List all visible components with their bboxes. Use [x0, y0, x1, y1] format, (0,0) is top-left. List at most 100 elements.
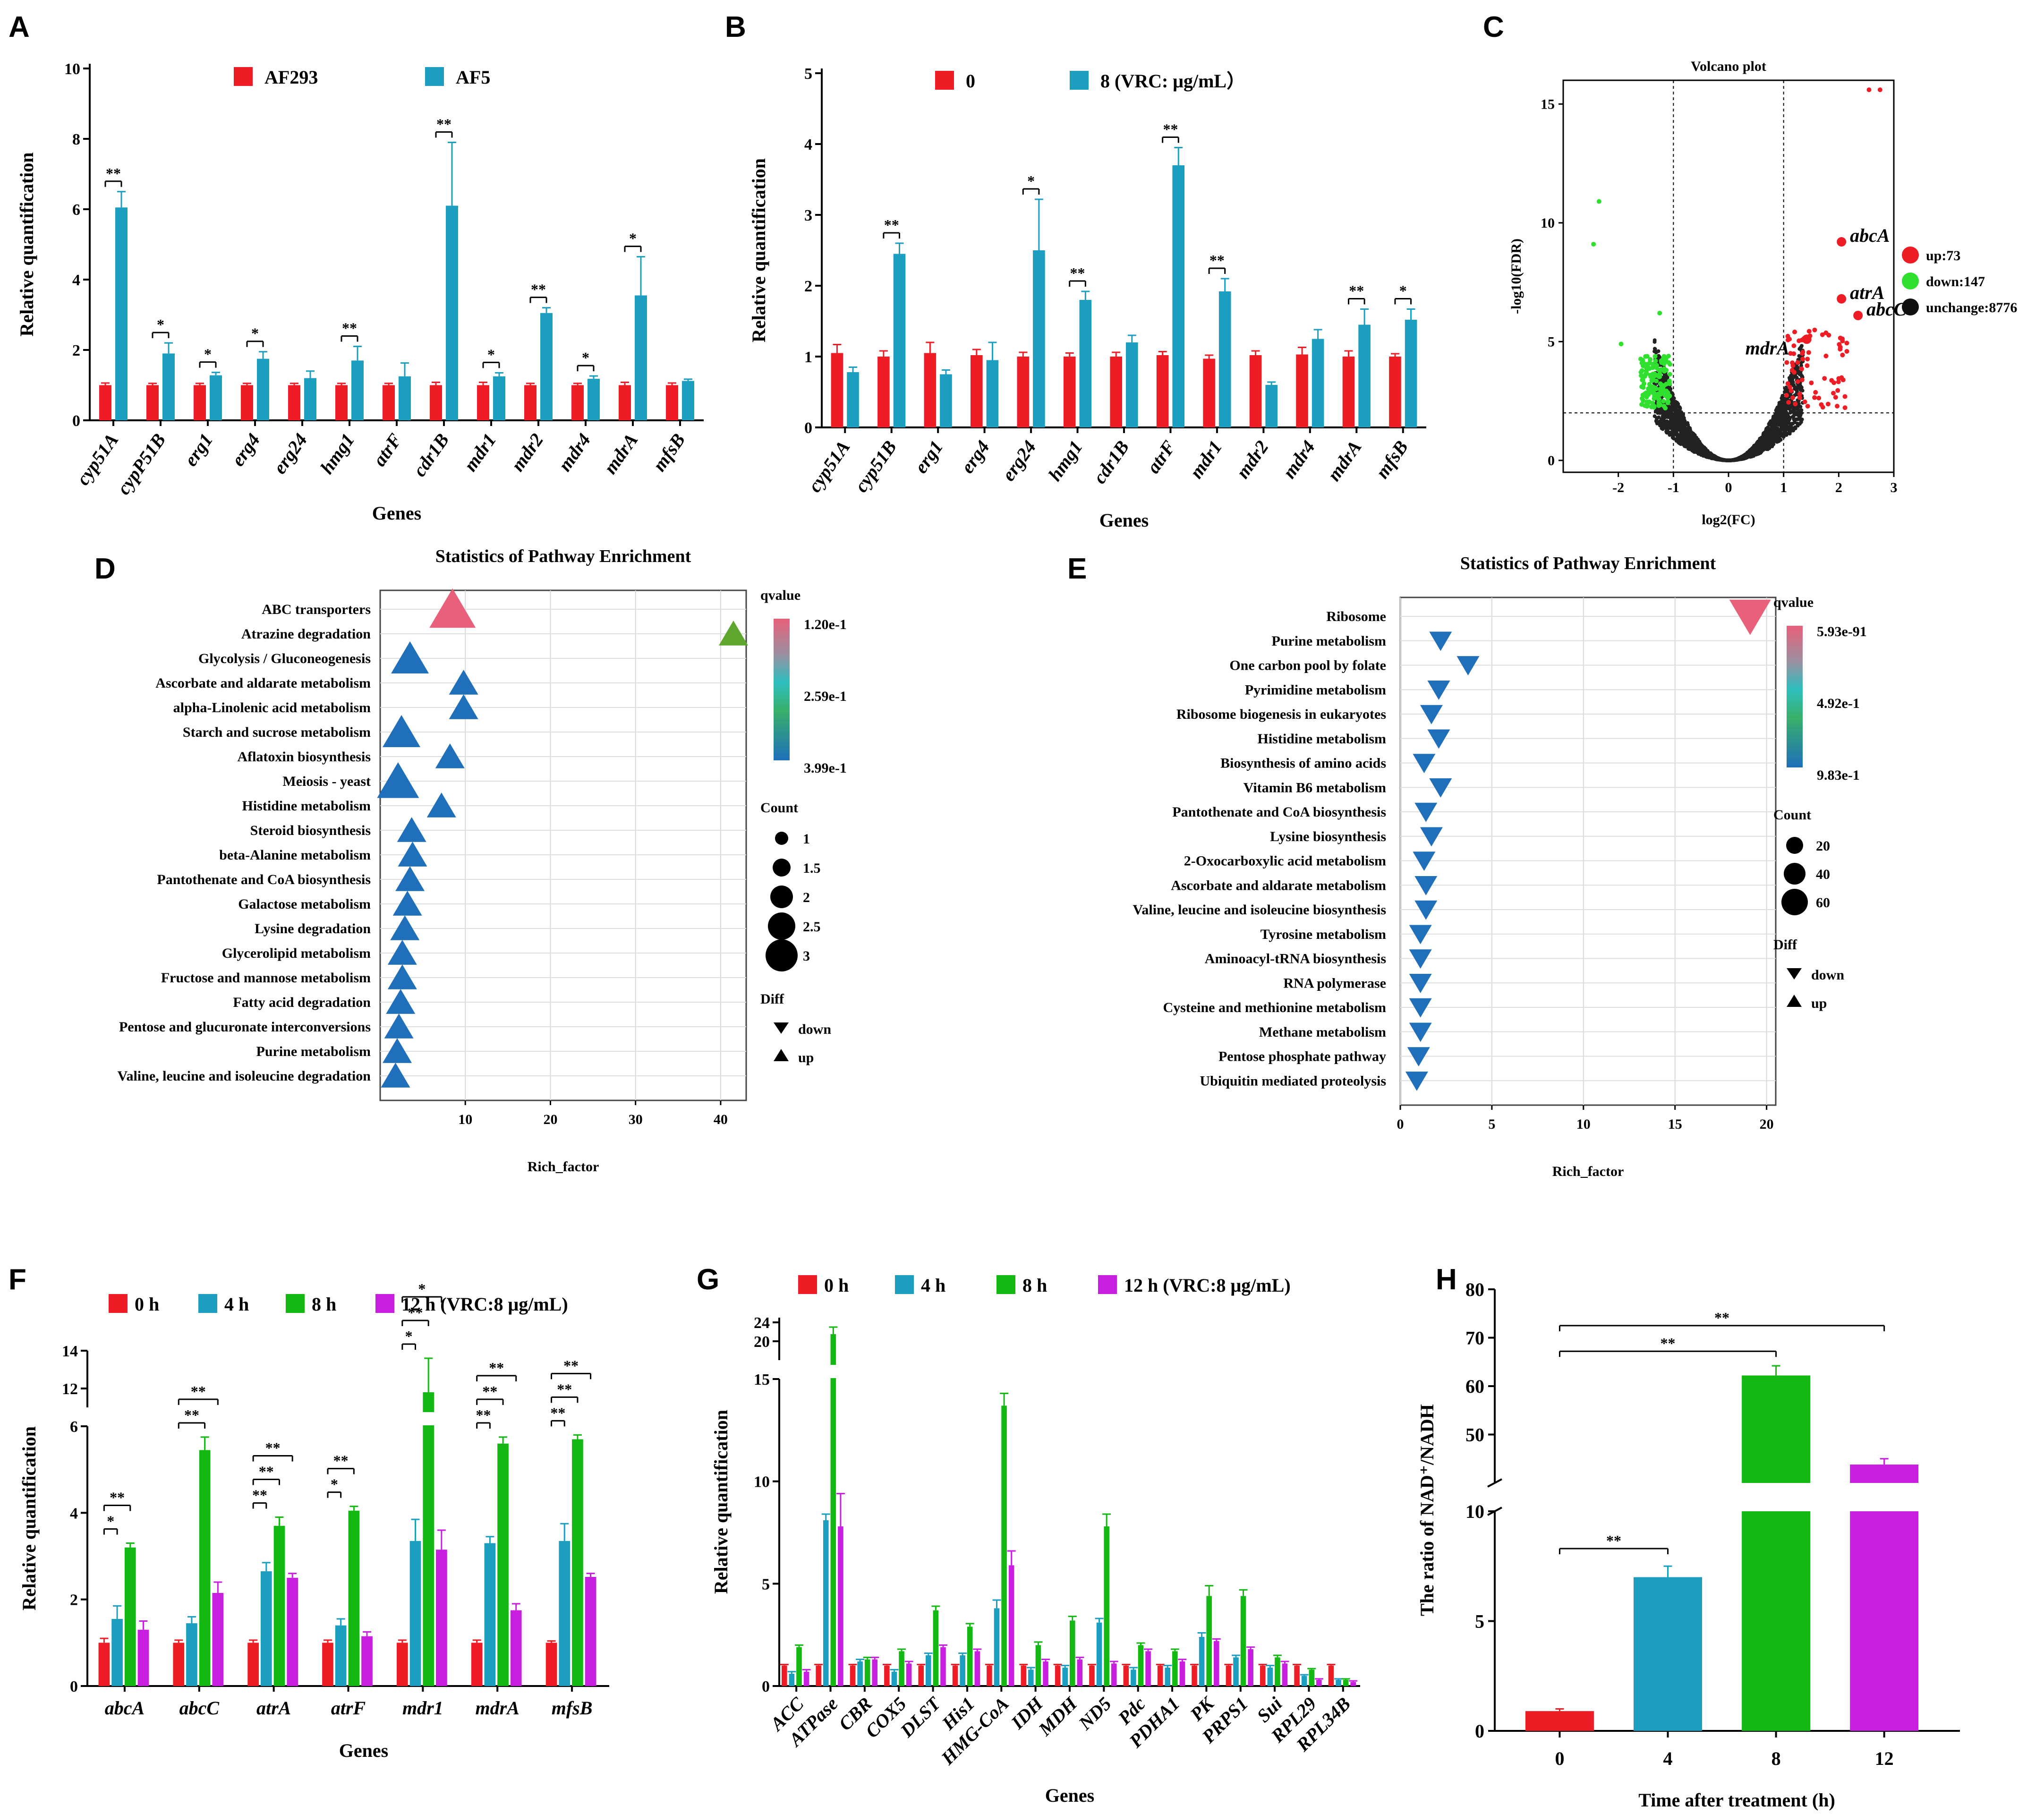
bar-4h-PRPS1: [1233, 1657, 1239, 1686]
volcano-point-up: [1805, 357, 1810, 362]
significance-mfsB-label: **: [557, 1380, 572, 1397]
volcano-point-down: [1640, 377, 1645, 383]
volcano-point-unchanged: [1662, 421, 1666, 426]
y-tick-label: 70: [1465, 1328, 1484, 1349]
volcano-point-unchanged: [1652, 414, 1657, 418]
significance-0-vs-8-label: **: [1661, 1335, 1676, 1352]
plot-frame: [379, 589, 747, 1101]
y-tick-label: 6: [72, 201, 80, 219]
volcano-point-down: [1642, 374, 1647, 379]
significance-hmg1-label: **: [342, 320, 357, 337]
volcano-point-unchanged: [1771, 419, 1775, 424]
volcano-point-unchanged: [1697, 442, 1701, 446]
volcano-point-down: [1661, 386, 1666, 391]
volcano-point-up: [1812, 327, 1817, 332]
diff-legend-up-marker: [774, 1049, 789, 1061]
legend-swatch-af293: [234, 67, 253, 86]
x-tick-label: 15: [1668, 1116, 1682, 1132]
volcano-point-unchanged: [1782, 400, 1787, 404]
x-tick-label-COX5: COX5: [861, 1693, 910, 1742]
volcano-gene-label-abcA: abcA: [1850, 225, 1890, 246]
volcano-point-unchanged: [1683, 427, 1687, 432]
x-tick-label-mdr2: mdr2: [1232, 436, 1273, 482]
x-tick-label-mdrA: mdrA: [476, 1697, 520, 1719]
pathway-label: Pantothenate and CoA biosynthesis: [1172, 804, 1386, 820]
y-tick-label: 5: [1475, 1611, 1484, 1632]
significance-mdr1-label: **: [1209, 252, 1225, 269]
volcano-point-up: [1786, 400, 1791, 405]
y-tick-label: 0: [762, 1678, 770, 1695]
volcano-point-up: [1799, 366, 1804, 372]
diff-legend-down-marker: [774, 1022, 789, 1034]
significance-mdr1-label: *: [487, 346, 495, 363]
x-axis-title: Rich_factor: [1552, 1164, 1624, 1179]
volcano-point-unchanged: [1767, 443, 1771, 448]
diff-legend-title: Diff: [1773, 937, 1797, 953]
panel-label-e: E: [1067, 553, 1087, 585]
volcano-point-unchanged: [1678, 406, 1682, 410]
x-tick-label-atrF: atrF: [368, 429, 406, 470]
x-tick-label: 1: [1780, 480, 1787, 495]
volcano-gene-label-mdrA: mdrA: [1746, 337, 1789, 358]
pathway-label: Aminoacyl-tRNA biosynthesis: [1205, 951, 1386, 967]
volcano-point-up: [1795, 360, 1800, 365]
bar-4h-mfsB: [559, 1541, 571, 1686]
enrichment-marker: [426, 792, 456, 818]
volcano-point-up: [1797, 338, 1802, 343]
x-axis-title: Genes: [339, 1740, 388, 1761]
pathway-label: Ubiquitin mediated proteolysis: [1200, 1073, 1387, 1089]
enrichment-marker: [383, 715, 421, 747]
qvalue-legend-title: qvalue: [760, 588, 801, 603]
y-tick-label: 8: [72, 131, 80, 148]
volcano-point-unchanged: [1662, 418, 1666, 423]
enrichment-marker: [449, 694, 478, 719]
bar-8-mdr4: [1312, 339, 1324, 427]
x-tick-label-cdr1B: cdr1B: [1089, 436, 1133, 487]
y-tick-label: 15: [754, 1371, 770, 1388]
bar-12h-ND5: [1111, 1663, 1117, 1686]
pathway-label: Glycolysis / Gluconeogenesis: [198, 651, 371, 666]
bar-4h-MDH: [1062, 1668, 1068, 1686]
legend-8h-swatch: [996, 1275, 1015, 1294]
bar-8-cyp51A: [847, 372, 859, 427]
count-legend-label: 60: [1816, 895, 1830, 911]
count-legend-label: 20: [1816, 838, 1830, 854]
y-tick-label: 14: [62, 1343, 78, 1360]
significance-cyp51A-label: **: [106, 165, 121, 182]
bar-0-mfsB: [1389, 357, 1401, 427]
volcano-point-unchanged: [1707, 452, 1712, 457]
bar-AF293-mdr2: [524, 385, 537, 420]
volcano-point-down: [1667, 381, 1672, 386]
x-tick-label-mdr2: mdr2: [507, 429, 548, 475]
y-tick-label: 6: [70, 1418, 78, 1436]
volcano-point-up: [1805, 404, 1810, 409]
x-tick-label-12: 12: [1875, 1748, 1894, 1769]
x-tick-label: 10: [1576, 1116, 1591, 1132]
legend-dot-1: [1902, 273, 1919, 290]
pathway-label: Meiosis - yeast: [282, 774, 371, 789]
x-tick-label-atrA: atrA: [256, 1697, 291, 1719]
volcano-point-unchanged: [1782, 390, 1787, 394]
bar-8h-PDHA1: [1172, 1651, 1178, 1686]
count-legend-label: 1: [803, 831, 810, 847]
y-tick-label: 4: [70, 1505, 78, 1522]
x-axis-title: Genes: [372, 502, 421, 524]
bar-0-erg4: [971, 355, 983, 427]
bar-0-erg1: [924, 353, 937, 427]
significance-atrF-label: **: [333, 1452, 349, 1469]
enrichment-marker: [390, 915, 420, 940]
bar-AF5-hmg1: [351, 360, 364, 420]
bar-12h-abcC: [212, 1593, 224, 1686]
bar-8-erg24: [1033, 250, 1045, 427]
x-tick-label-cyp51A: cyp51A: [804, 436, 854, 496]
volcano-point-down: [1647, 382, 1652, 387]
volcano-point-unchanged: [1670, 413, 1675, 417]
bar-4h-DLST: [926, 1655, 931, 1686]
plot-frame: [1399, 596, 1777, 1106]
bar-0h-DLST: [918, 1665, 924, 1686]
significance-cdr1B-label: **: [436, 115, 451, 132]
volcano-point-up: [1790, 395, 1795, 400]
bar-4h-His1: [960, 1655, 965, 1686]
volcano-point-unchanged: [1678, 412, 1683, 416]
volcano-point-down: [1618, 341, 1624, 347]
